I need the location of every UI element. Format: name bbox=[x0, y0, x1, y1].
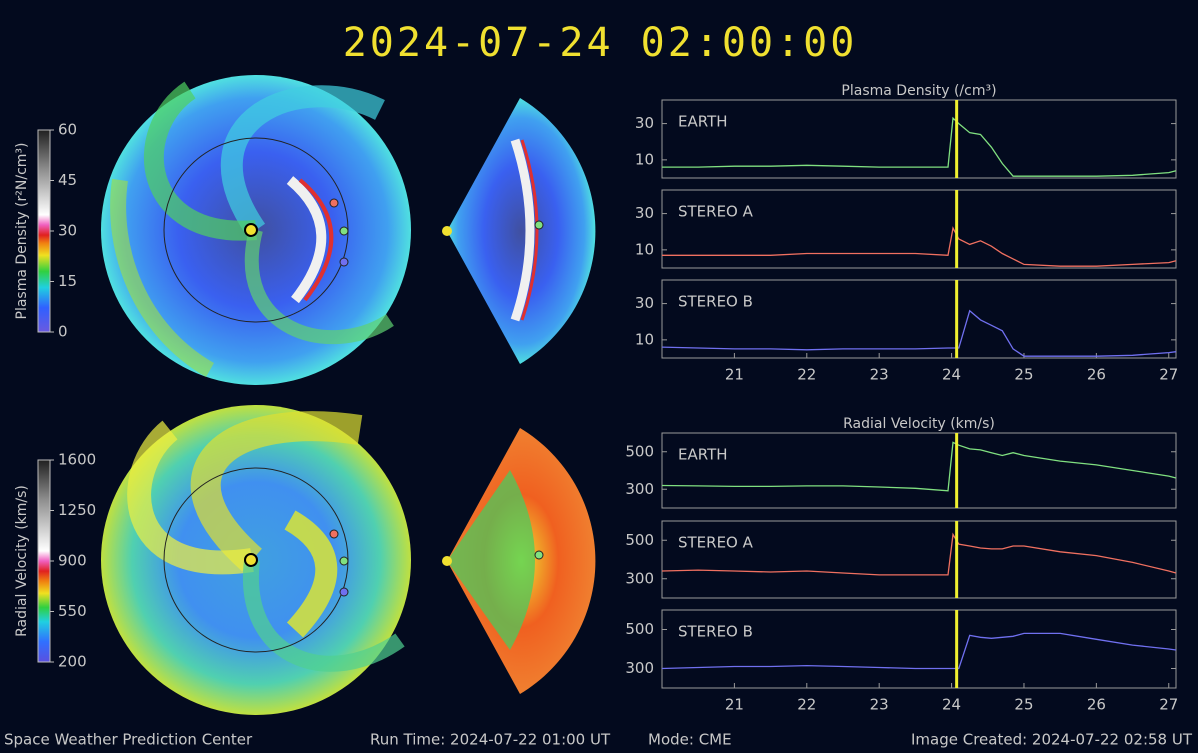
colorbar-label: Plasma Density (r²N/cm³) bbox=[14, 143, 30, 320]
footer-mode: Mode: CME bbox=[648, 731, 732, 749]
colorbar-tick-label: 30 bbox=[58, 222, 77, 240]
y-tick-label: 300 bbox=[625, 659, 654, 677]
y-tick-label: 10 bbox=[635, 330, 654, 348]
y-tick-label: 500 bbox=[625, 620, 654, 638]
legend-label: STEREO A bbox=[678, 534, 754, 552]
x-tick-label: 27 bbox=[1159, 696, 1178, 714]
plot-frame bbox=[661, 520, 1177, 599]
timestamp: 2024-07-24 02:00:00 bbox=[343, 20, 858, 66]
x-tick-label: 26 bbox=[1087, 366, 1106, 384]
plot-frame bbox=[661, 99, 1177, 179]
plot-title: Plasma Density (/cm³) bbox=[841, 83, 996, 99]
colorbar-tick-label: 60 bbox=[58, 121, 77, 139]
y-tick-label: 500 bbox=[625, 531, 654, 549]
series-line bbox=[661, 441, 1177, 492]
x-tick-label: 27 bbox=[1159, 366, 1178, 384]
density-simulation bbox=[101, 75, 596, 385]
x-tick-label: 21 bbox=[725, 696, 744, 714]
colorbar-tick-label: 45 bbox=[58, 171, 77, 189]
legend-label: EARTH bbox=[678, 446, 728, 464]
series-line bbox=[661, 532, 1177, 576]
series-line bbox=[662, 116, 1177, 177]
plot-frame bbox=[661, 189, 1177, 269]
x-tick-label: 22 bbox=[797, 696, 816, 714]
legend-label: STEREO A bbox=[678, 203, 754, 221]
x-tick-label: 23 bbox=[870, 696, 889, 714]
colorbar-tick-label: 15 bbox=[58, 272, 77, 290]
footer-left: Space Weather Prediction Center bbox=[4, 731, 253, 749]
y-tick-label: 30 bbox=[635, 114, 654, 132]
plot-frame bbox=[661, 432, 1177, 509]
series-line bbox=[662, 226, 1177, 267]
x-tick-label: 26 bbox=[1087, 696, 1106, 714]
y-tick-label: 10 bbox=[635, 150, 654, 168]
colorbar-tick-label: 1250 bbox=[58, 501, 96, 519]
y-tick-label: 500 bbox=[625, 442, 654, 460]
x-tick-label: 21 bbox=[725, 366, 744, 384]
colorbar-tick-label: 900 bbox=[58, 552, 87, 570]
plot-frame bbox=[661, 279, 1177, 359]
x-tick-label: 24 bbox=[942, 366, 961, 384]
footer-run-time: Run Time: 2024-07-22 01:00 UT bbox=[370, 731, 611, 749]
colorbar-label: Radial Velocity (km/s) bbox=[14, 485, 30, 637]
y-tick-label: 300 bbox=[625, 480, 654, 498]
footer-created: Image Created: 2024-07-22 02:58 UT bbox=[911, 731, 1193, 749]
colorbar-tick-label: 0 bbox=[58, 323, 68, 341]
colorbar-tick-label: 200 bbox=[58, 653, 87, 671]
colorbar-tick-label: 1600 bbox=[58, 451, 96, 469]
y-tick-label: 30 bbox=[635, 294, 654, 312]
colorbar-tick-label: 550 bbox=[58, 602, 87, 620]
x-tick-label: 25 bbox=[1014, 696, 1033, 714]
y-tick-label: 10 bbox=[635, 240, 654, 258]
plot-title: Radial Velocity (km/s) bbox=[843, 416, 995, 432]
series-line bbox=[661, 632, 1177, 670]
colorbar bbox=[37, 129, 51, 333]
velocity-simulation bbox=[101, 405, 596, 715]
x-tick-label: 25 bbox=[1014, 366, 1033, 384]
legend-label: EARTH bbox=[678, 113, 728, 131]
legend-label: STEREO B bbox=[678, 623, 753, 641]
series-line bbox=[661, 309, 1177, 357]
x-tick-label: 22 bbox=[797, 366, 816, 384]
legend-label: STEREO B bbox=[678, 293, 753, 311]
colorbar bbox=[37, 459, 51, 663]
x-tick-label: 23 bbox=[870, 366, 889, 384]
y-tick-label: 30 bbox=[635, 204, 654, 222]
y-tick-label: 300 bbox=[625, 569, 654, 587]
plot-frame bbox=[661, 609, 1177, 689]
x-tick-label: 24 bbox=[942, 696, 961, 714]
